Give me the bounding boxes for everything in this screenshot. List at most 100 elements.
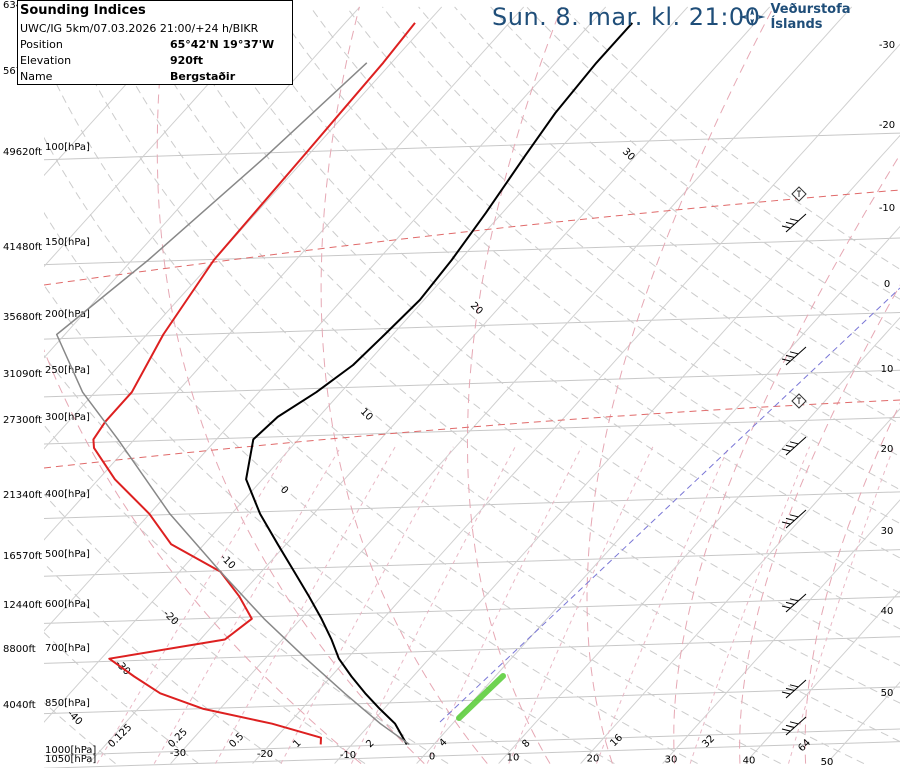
mixing-ratio-line	[96, 446, 291, 764]
dry-adiabat-line	[57, 6, 900, 743]
dry-adiabat-line	[44, 493, 366, 765]
pressure-label: 850[hPa]	[45, 698, 90, 709]
dry-adiabat-line	[44, 211, 698, 765]
dry-adiabat-line	[346, 6, 900, 458]
info-row-label: Position	[20, 38, 63, 51]
isotherm-line	[44, 6, 443, 450]
mixing-ratio-line	[350, 446, 516, 764]
isotherm-line	[44, 6, 689, 723]
isotherm-line	[44, 6, 197, 177]
barb-flag	[789, 721, 799, 725]
mixing-ratio-line	[689, 446, 811, 764]
isobar-line	[44, 549, 900, 577]
barb-flag	[789, 351, 799, 355]
barb-flag	[785, 354, 795, 358]
info-row-value: 65°42'N 19°37'W	[170, 38, 275, 51]
mixing-ratio-line	[426, 446, 583, 764]
freezing-reference-line	[439, 287, 900, 723]
isotherm-line	[88, 6, 771, 764]
info-row-name: Name Bergstaðir	[20, 70, 235, 83]
barb-flag	[785, 221, 795, 225]
right-temp-label: 10	[881, 364, 894, 375]
bottom-temp-label: 10	[507, 752, 520, 763]
mixing-ratio-line	[153, 446, 342, 764]
height-label: 27300ft	[3, 415, 42, 426]
isobar-line	[44, 369, 900, 398]
isobar-line	[44, 741, 900, 768]
bottom-temp-label: 20	[587, 754, 600, 765]
barb-shaft	[785, 593, 807, 613]
mixing-ratio-label: 8	[520, 738, 532, 750]
wind-barb	[781, 436, 807, 456]
dry-adiabat-line	[93, 6, 900, 704]
wind-barb	[781, 213, 807, 233]
barb-flag	[785, 517, 795, 521]
sounding-info-box: Sounding Indices UWC/IG 5km/07.03.2026 2…	[17, 0, 293, 85]
pressure-label: 300[hPa]	[45, 412, 90, 423]
isobar-line	[44, 686, 900, 715]
dry-adiabat-line	[310, 6, 900, 491]
wind-barb	[781, 679, 807, 699]
barb-flag	[789, 684, 799, 688]
isotherm-line	[580, 408, 900, 764]
bottom-temp-label: 30	[665, 755, 678, 766]
isotherm-label: 10	[358, 406, 375, 423]
pressure-label: 1050[hPa]	[45, 754, 96, 765]
mixing-ratio-label: 16	[608, 732, 625, 749]
isotherm-line	[44, 6, 279, 268]
barb-shaft	[785, 346, 807, 366]
pressure-label: 100[hPa]	[45, 142, 90, 153]
info-title: Sounding Indices	[20, 3, 146, 18]
isotherm-line	[44, 6, 607, 632]
brand-mark-icon	[738, 7, 766, 27]
barb-flag	[785, 687, 795, 691]
isobar-line	[44, 311, 900, 340]
dry-adiabat-line	[418, 6, 900, 393]
dry-adiabat-line	[490, 6, 900, 331]
bottom-temp-label: -30	[170, 748, 186, 759]
moist-adiabat-line	[320, 6, 488, 764]
isobar-line	[44, 728, 900, 757]
isotherm-line	[744, 590, 900, 764]
isotherm-line	[498, 316, 900, 764]
reference-dashed-line	[44, 399, 900, 469]
info-row-elevation: Elevation 920ft	[20, 54, 203, 67]
height-label: 4040ft	[3, 700, 36, 711]
isobar-line	[44, 596, 900, 624]
pressure-label: 700[hPa]	[45, 643, 90, 654]
barb-flag	[781, 728, 791, 732]
barb-flag	[789, 598, 799, 602]
barb-shaft	[785, 213, 807, 233]
pressure-label: 600[hPa]	[45, 599, 90, 610]
mixing-ratio-label: 4	[437, 737, 449, 749]
dry-adiabat-line	[562, 6, 900, 270]
mixing-ratio-label: 0.125	[106, 722, 134, 750]
barb-flag	[781, 521, 791, 525]
right-temp-label: 30	[881, 526, 894, 537]
mixing-ratio-label: 0.5	[227, 731, 246, 750]
bottom-temp-label: -10	[340, 750, 356, 761]
reference-dashed-line	[44, 189, 900, 286]
height-label: 31090ft	[3, 369, 42, 380]
bottom-temp-label: 40	[743, 756, 756, 767]
right-temp-label: -10	[879, 203, 895, 214]
wind-barb	[781, 593, 807, 613]
isotherm-line	[416, 225, 900, 764]
forecast-datetime: Sun. 8. mar. kl. 21:00	[492, 3, 761, 31]
isotherm-label: 30	[620, 146, 637, 163]
mixing-ratio-line	[280, 446, 454, 764]
mixing-ratio-line	[508, 446, 654, 764]
wind-barb	[781, 509, 807, 529]
bottom-temp-label: 50	[821, 757, 834, 768]
wind-barbs	[781, 186, 807, 736]
height-label: 12440ft	[3, 600, 42, 611]
wind-barb	[781, 346, 807, 366]
chart-series	[55, 22, 634, 746]
barb-flag	[789, 514, 799, 518]
mixing-ratio-line	[788, 446, 895, 764]
isobar-line	[44, 636, 900, 664]
height-label: 35680ft	[3, 312, 42, 323]
pressure-label: 150[hPa]	[45, 237, 90, 248]
info-row-value: 920ft	[170, 54, 204, 67]
